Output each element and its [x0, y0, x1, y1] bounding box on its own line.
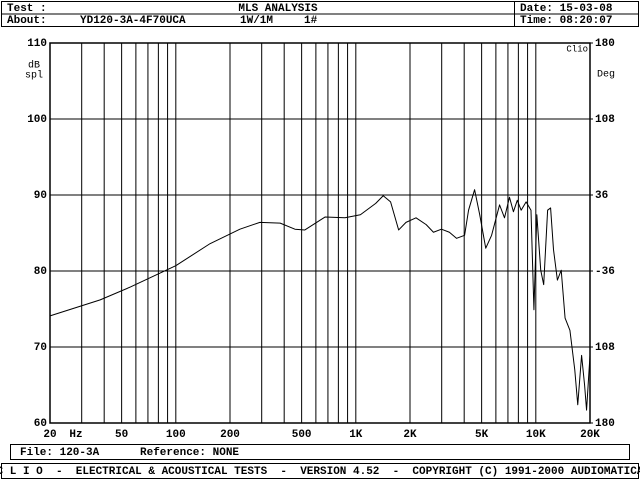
y-tick-label: 80: [34, 266, 47, 278]
reference: Reference: NONE: [140, 447, 239, 459]
x-tick-label: 5K: [475, 429, 489, 441]
x-tick-label: 50: [115, 429, 128, 441]
y2-tick-label: 36: [595, 190, 608, 202]
y-label: dB: [28, 60, 40, 72]
x-tick-label: 1K: [349, 429, 363, 441]
y-tick-label: 70: [34, 342, 47, 354]
file: File: 120-3A: [20, 447, 100, 459]
x-tick-label: 20: [43, 429, 56, 441]
about: YD120-3A-4F70UCA: [80, 15, 186, 27]
number: 1#: [304, 15, 318, 27]
plot: 20 50 100 200 500 1K 2K 5K 10K 20K Hz 60 70 80 90 100 11…: [25, 38, 615, 441]
credits-box: [1, 463, 639, 479]
response-curve: [49, 189, 591, 411]
y2-tick-label: 180: [595, 418, 615, 430]
y2-tick-label: 108: [595, 342, 615, 354]
x-tick-label: 100: [166, 429, 186, 441]
watermark-bg: [568, 44, 589, 55]
watermark: Clio: [566, 44, 588, 54]
y-tick-label: 60: [34, 418, 47, 430]
x-tick-label: 500: [292, 429, 312, 441]
x-unit: Hz: [69, 429, 82, 441]
credits: C L I O - ELECTRICAL & ACOUSTICAL TESTS …: [0, 466, 640, 478]
y2-tick-label: 108: [595, 114, 615, 126]
time: Time: 08:20:07: [520, 15, 612, 27]
x-tick-label: 20K: [580, 429, 600, 441]
y-tick-label: 90: [34, 190, 47, 202]
y-label: spl: [25, 70, 43, 82]
y2-tick-label: -36: [595, 266, 615, 278]
y2-label: Deg: [597, 70, 615, 81]
test-label: Test :: [7, 3, 47, 15]
x-tick-label: 2K: [403, 429, 417, 441]
about-label: About:: [7, 15, 47, 27]
x-tick-label: 10K: [526, 429, 546, 441]
x-tick-label: 200: [220, 429, 240, 441]
footer-box: [10, 444, 630, 460]
date: Date: 15-03-08: [520, 3, 613, 15]
title: MLS ANALYSIS: [238, 3, 318, 15]
plot-area: [49, 42, 591, 424]
y-tick-label: 110: [27, 38, 47, 50]
power: 1W/1M: [240, 15, 273, 27]
y-tick-label: 100: [27, 114, 47, 126]
y2-tick-label: 180: [595, 38, 615, 50]
